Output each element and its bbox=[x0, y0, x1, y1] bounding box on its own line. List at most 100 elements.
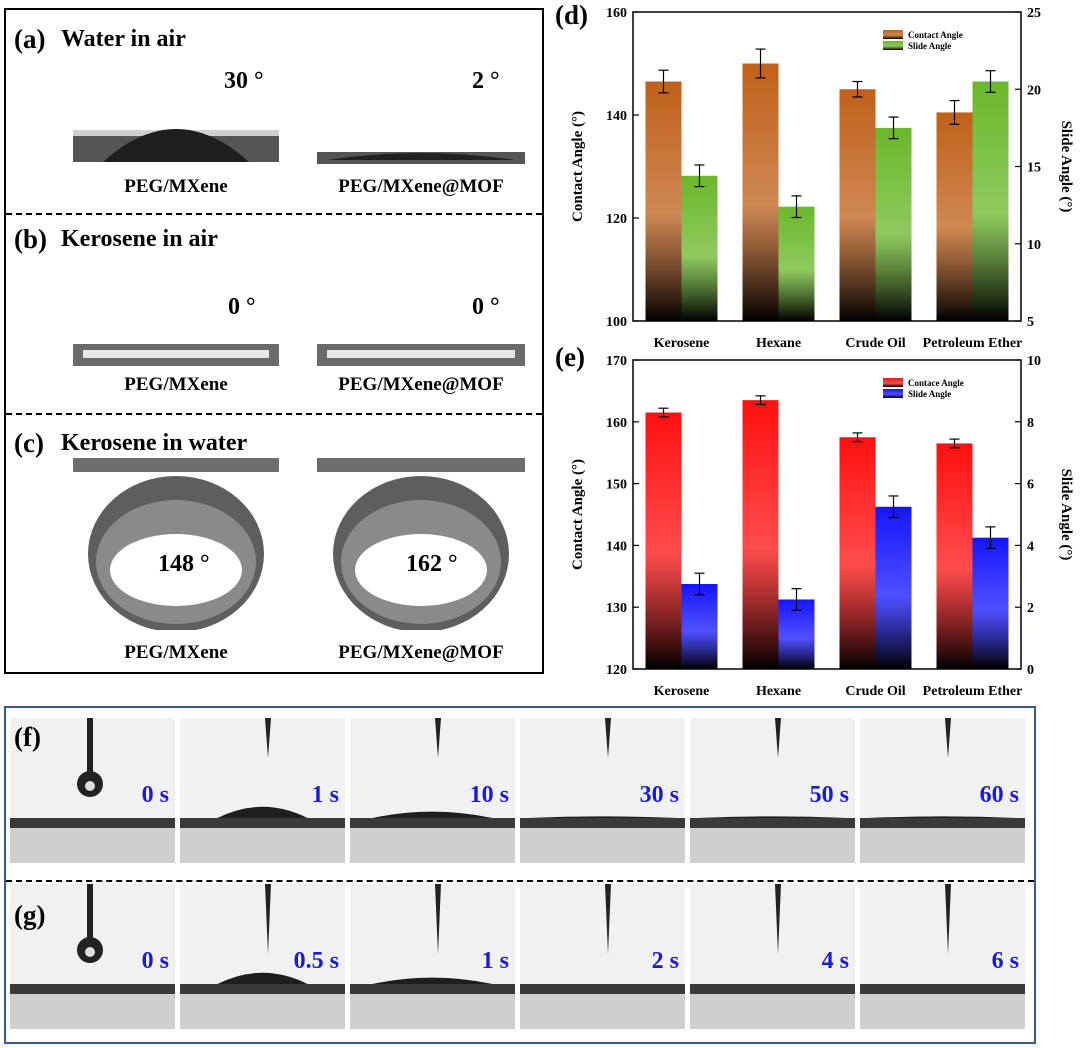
panel-c-right-sample: PEG/MXene@MOF bbox=[338, 642, 504, 663]
time-label: 1 s bbox=[481, 948, 509, 974]
frame-illustration bbox=[350, 884, 515, 1029]
x-tick-label: Kerosene bbox=[654, 684, 710, 699]
section-divider bbox=[6, 413, 542, 415]
time-label: 6 s bbox=[991, 948, 1019, 974]
spreading-droplet bbox=[372, 811, 493, 818]
time-lapse-frame: 1 s bbox=[180, 718, 345, 863]
substrate-reflection bbox=[860, 994, 1025, 1029]
section-divider bbox=[6, 880, 1034, 882]
bar bbox=[778, 206, 815, 321]
frame-illustration bbox=[690, 718, 855, 863]
time-lapse-frame: 2 s bbox=[520, 884, 685, 1029]
time-label: 50 s bbox=[809, 782, 849, 808]
panel-b-right-sample: PEG/MXene@MOF bbox=[338, 374, 504, 395]
y2-axis-label: Slide Angle (°) bbox=[1058, 469, 1074, 561]
substrate-reflection bbox=[690, 828, 855, 863]
spreading-droplet bbox=[217, 972, 308, 984]
frame-illustration bbox=[860, 718, 1025, 863]
time-lapse-frame: 1 s bbox=[350, 884, 515, 1029]
chart-d-panel-label: (d) bbox=[555, 0, 588, 30]
bar bbox=[742, 400, 779, 669]
frame-illustration bbox=[520, 884, 685, 1029]
time-lapse-frame: 0 s bbox=[10, 884, 175, 1029]
bar bbox=[972, 537, 1009, 669]
needle bbox=[775, 884, 781, 954]
substrate bbox=[10, 984, 175, 994]
time-lapse-frame: 10 s bbox=[350, 718, 515, 863]
legend-swatch bbox=[883, 378, 903, 387]
time-lapse-frame: 0.5 s bbox=[180, 884, 345, 1029]
bar bbox=[875, 506, 912, 669]
bar bbox=[778, 599, 815, 669]
y2-tick-label: 10 bbox=[1027, 354, 1041, 369]
substrate-reflection bbox=[350, 994, 515, 1029]
panel-c-left-angle: 148 ° bbox=[158, 551, 210, 577]
y2-tick-label: 0 bbox=[1027, 663, 1034, 678]
kerosene-film-image-right bbox=[317, 344, 525, 366]
needle bbox=[605, 884, 611, 954]
frame-illustration bbox=[350, 718, 515, 863]
panel-f-label: (f) bbox=[14, 722, 41, 752]
substrate bbox=[180, 818, 345, 828]
panel-b-label: (b) bbox=[14, 224, 47, 254]
y2-tick-label: 10 bbox=[1027, 238, 1041, 253]
y-tick-label: 130 bbox=[606, 601, 627, 616]
chart-e: Kerosene Hexane Crude Oil Petroleum Ether 12… bbox=[570, 354, 1074, 699]
drop-highlight bbox=[85, 781, 95, 791]
time-label: 30 s bbox=[639, 782, 679, 808]
y-tick-label: 100 bbox=[606, 315, 627, 330]
legend-swatch bbox=[883, 30, 903, 39]
needle bbox=[435, 884, 441, 954]
panel-a-left-sample: PEG/MXene bbox=[124, 176, 228, 197]
spreading-droplet bbox=[697, 816, 848, 818]
frame-illustration bbox=[520, 718, 685, 863]
bar bbox=[936, 112, 973, 321]
bar bbox=[681, 584, 718, 669]
legend-label: Slide Angle bbox=[908, 41, 951, 51]
bar bbox=[839, 437, 876, 669]
substrate-reflection bbox=[180, 994, 345, 1029]
time-lapse-panel: (f) (g) bbox=[4, 706, 1036, 1044]
substrate bbox=[860, 984, 1025, 994]
needle bbox=[605, 718, 611, 758]
bar bbox=[839, 89, 876, 321]
substrate bbox=[520, 818, 685, 828]
y-tick-label: 170 bbox=[606, 354, 627, 369]
time-label: 0.5 s bbox=[293, 948, 339, 974]
y-tick-label: 150 bbox=[606, 478, 627, 493]
substrate bbox=[350, 984, 515, 994]
time-lapse-frame: 0 s bbox=[10, 718, 175, 863]
panel-b-left-angle: 0 ° bbox=[228, 294, 256, 320]
panel-a-title: Water in air bbox=[61, 26, 186, 52]
y2-tick-label: 2 bbox=[1027, 601, 1034, 616]
time-label: 60 s bbox=[979, 782, 1019, 808]
x-tick-label: Petroleum Ether bbox=[923, 336, 1023, 351]
legend-swatch bbox=[883, 389, 903, 398]
water-droplet-image-left bbox=[73, 129, 279, 162]
needle bbox=[87, 884, 93, 944]
kerosene-underwater-image-left bbox=[73, 458, 279, 630]
panel-b-left-sample: PEG/MXene bbox=[124, 374, 228, 395]
x-tick-label: Hexane bbox=[756, 684, 801, 699]
frame-illustration bbox=[180, 718, 345, 863]
drop-highlight bbox=[85, 947, 95, 957]
time-lapse-frame: 60 s bbox=[860, 718, 1025, 863]
time-label: 2 s bbox=[651, 948, 679, 974]
time-lapse-frame: 4 s bbox=[690, 884, 855, 1029]
y2-tick-label: 15 bbox=[1027, 161, 1041, 176]
substrate bbox=[350, 818, 515, 828]
chart-d: Kerosene Hexane Crude Oil Petroleum Ether 10… bbox=[570, 6, 1074, 351]
time-label: 1 s bbox=[311, 782, 339, 808]
needle bbox=[775, 718, 781, 758]
legend-swatch bbox=[883, 41, 903, 50]
section-divider bbox=[6, 213, 542, 215]
substrate-reflection bbox=[860, 828, 1025, 863]
needle bbox=[87, 718, 93, 778]
y2-tick-label: 6 bbox=[1027, 478, 1034, 493]
needle bbox=[945, 718, 951, 758]
y2-tick-label: 5 bbox=[1027, 315, 1034, 330]
panel-g-label: (g) bbox=[14, 900, 46, 930]
kerosene-underwater-image-right bbox=[317, 458, 525, 630]
frame-illustration bbox=[860, 884, 1025, 1029]
frame-illustration bbox=[690, 884, 855, 1029]
